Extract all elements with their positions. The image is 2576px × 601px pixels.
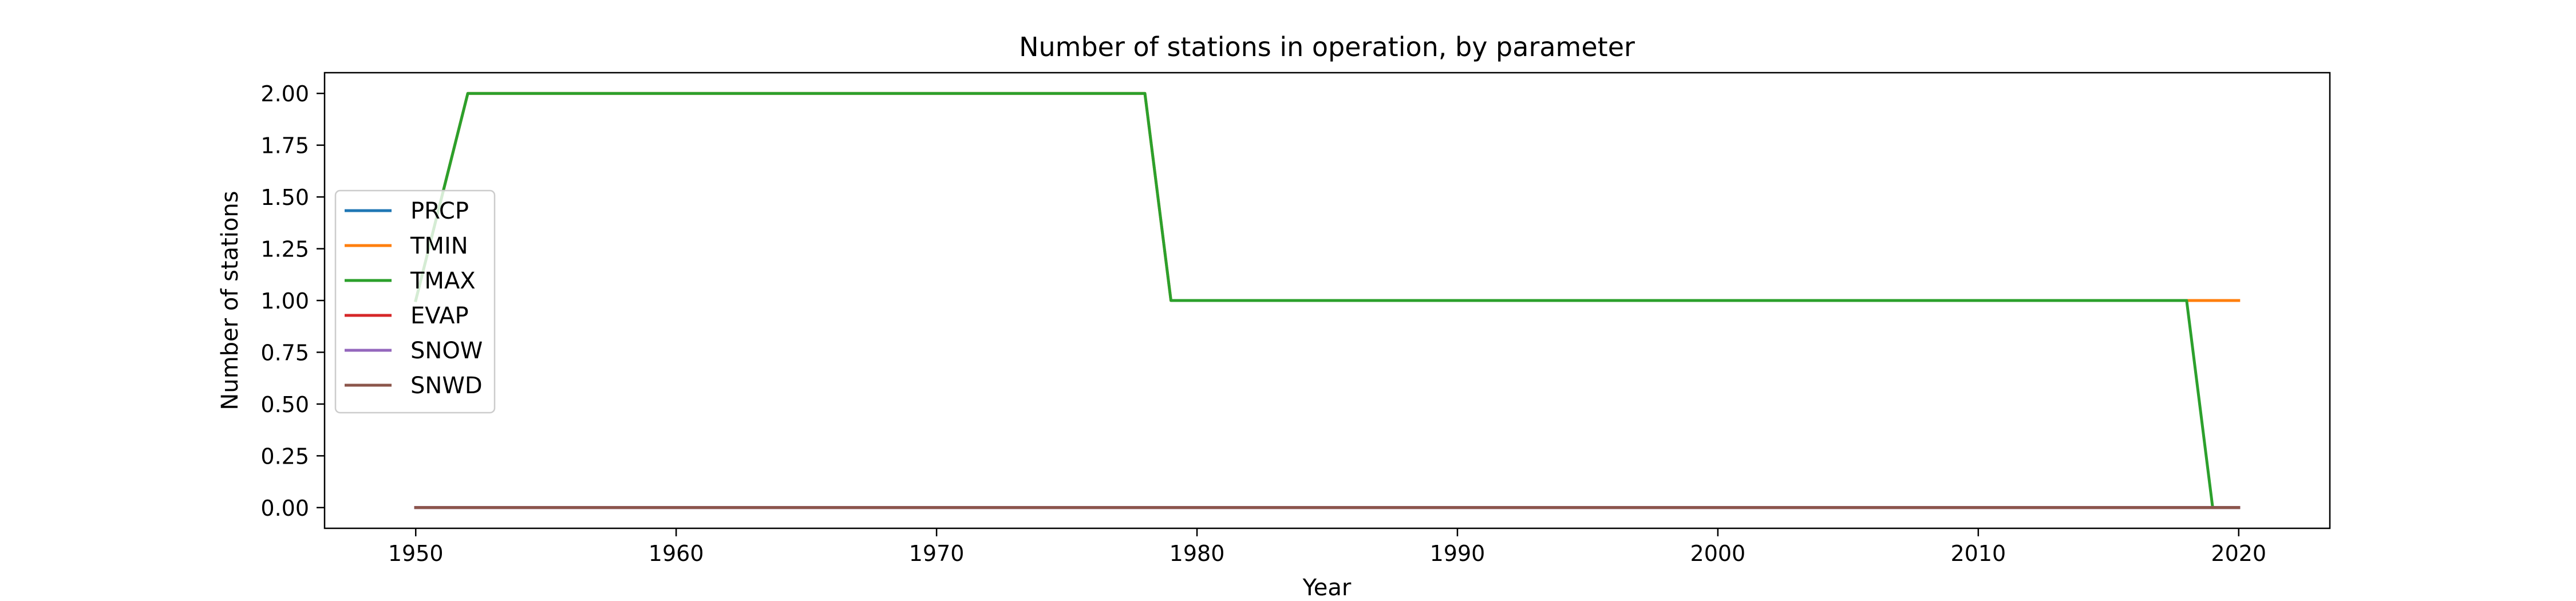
x-tick-label: 2010: [1950, 541, 2006, 566]
y-tick-label: 1.50: [260, 185, 309, 210]
x-axis-label: Year: [1302, 575, 1352, 601]
x-tick-label: 1990: [1430, 541, 1485, 566]
x-tick-label: 2020: [2211, 541, 2266, 566]
y-tick-label: 1.75: [260, 133, 309, 159]
x-tick-label: 2000: [1690, 541, 1746, 566]
y-tick-label: 0.25: [260, 444, 309, 469]
x-axis: 1950 1960 1970 1980 1990 2000 2010 2020: [388, 528, 2266, 566]
y-tick-label: 0.50: [260, 392, 309, 417]
legend-label-prcp: PRCP: [410, 198, 469, 224]
chart-title: Number of stations in operation, by para…: [1019, 31, 1635, 62]
legend-label-snwd: SNWD: [410, 373, 483, 399]
legend-label-tmax: TMAX: [410, 268, 476, 294]
y-tick-label: 0.00: [260, 496, 309, 521]
y-axis-label: Number of stations: [217, 191, 243, 410]
legend: PRCP TMIN TMAX EVAP SNOW SNWD: [334, 189, 496, 414]
y-axis: 0.00 0.25 0.50 0.75 1.00 1.25 1.50 1.75 2.00: [260, 81, 325, 521]
y-tick-label: 2.00: [260, 81, 309, 106]
legend-label-tmin: TMIN: [410, 233, 468, 259]
x-tick-label: 1980: [1170, 541, 1225, 566]
y-tick-label: 1.25: [260, 237, 309, 262]
y-tick-label: 0.75: [260, 340, 309, 365]
x-tick-label: 1950: [388, 541, 444, 566]
y-tick-label: 1.00: [260, 288, 309, 314]
plot-lines: [414, 92, 2241, 509]
series-line-tmax: [414, 92, 2241, 509]
legend-label-snow: SNOW: [410, 338, 483, 364]
x-tick-label: 1970: [909, 541, 965, 566]
legend-label-evap: EVAP: [410, 303, 469, 329]
series-line-tmin: [414, 92, 2241, 303]
x-tick-label: 1960: [649, 541, 704, 566]
